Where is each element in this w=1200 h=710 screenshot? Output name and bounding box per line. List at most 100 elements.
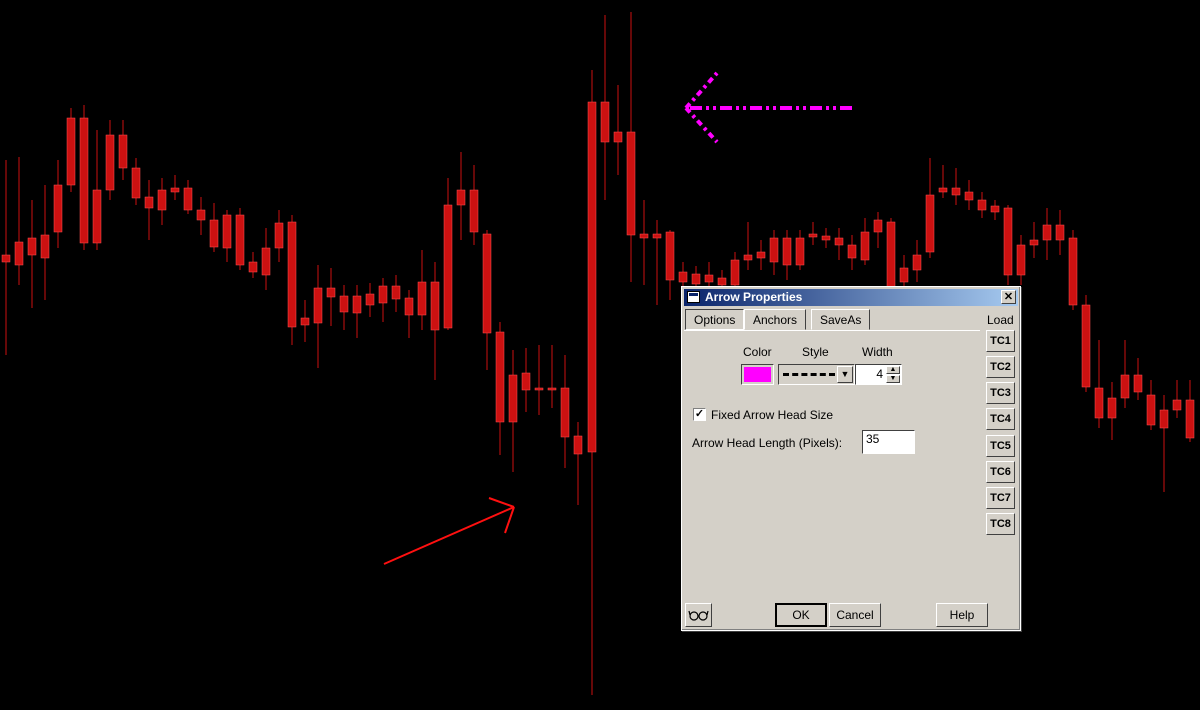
tab-saveas[interactable]: SaveAs [811, 309, 871, 330]
tc1-button[interactable]: TC1 [986, 330, 1015, 352]
candle [144, 180, 154, 240]
candle-body [521, 372, 531, 391]
candle [79, 105, 89, 250]
candle [222, 210, 232, 262]
candle-body [300, 317, 310, 326]
candle [469, 165, 479, 245]
candle [743, 222, 753, 270]
candle [27, 200, 37, 308]
spin-up-icon[interactable]: ▲ [886, 366, 900, 374]
candle-body [573, 435, 583, 455]
head-length-input[interactable]: 35 [862, 430, 915, 454]
candle-body [925, 194, 935, 253]
candle [456, 152, 466, 240]
style-dropdown[interactable]: ▼ [778, 364, 855, 385]
tab-anchors[interactable]: Anchors [744, 309, 807, 330]
candle [756, 240, 766, 270]
candle [66, 108, 76, 192]
candle-body [951, 187, 961, 196]
candle [248, 252, 258, 278]
candle-body [1172, 399, 1182, 411]
window-icon [687, 291, 700, 303]
candle [157, 178, 167, 225]
candle [274, 210, 284, 262]
candle [951, 168, 961, 205]
tab-options[interactable]: Options [685, 309, 745, 330]
help-button[interactable]: Help [936, 603, 988, 627]
spin-down-icon[interactable]: ▼ [886, 375, 900, 383]
candle-body [613, 131, 623, 143]
candle-body [131, 167, 141, 199]
tc7-button[interactable]: TC7 [986, 487, 1015, 509]
tc6-button[interactable]: TC6 [986, 461, 1015, 483]
candle-body [547, 387, 557, 391]
tc5-button[interactable]: TC5 [986, 435, 1015, 457]
candle-body [14, 241, 24, 266]
candle-body [600, 101, 610, 143]
width-label: Width [862, 345, 893, 359]
candle [795, 230, 805, 270]
candle [977, 192, 987, 218]
width-value: 4 [876, 367, 883, 381]
candle-body [1094, 387, 1104, 419]
candle-body [678, 271, 688, 283]
candle [131, 158, 141, 205]
candle [508, 350, 518, 472]
candle [1185, 380, 1195, 442]
candle [1107, 382, 1117, 440]
candle [365, 283, 375, 317]
candle [443, 178, 453, 330]
candle-body [1029, 239, 1039, 246]
magenta-arrow-drawing[interactable] [684, 71, 852, 144]
candle-body [795, 237, 805, 266]
dialog-title: Arrow Properties [705, 290, 803, 304]
candle-body [1159, 409, 1169, 429]
candle [196, 197, 206, 235]
candle-body [534, 387, 544, 391]
candle-body [456, 189, 466, 206]
ok-button[interactable]: OK [775, 603, 827, 627]
candle-body [443, 204, 453, 329]
candle [587, 70, 597, 695]
candle-body [834, 237, 844, 246]
candle-body [912, 254, 922, 271]
tc2-button[interactable]: TC2 [986, 356, 1015, 378]
candle [1029, 222, 1039, 258]
candle-body [183, 187, 193, 211]
tc4-button[interactable]: TC4 [986, 408, 1015, 430]
color-swatch [744, 367, 771, 382]
candle [1068, 230, 1078, 310]
candle [1172, 380, 1182, 418]
candle [860, 218, 870, 265]
candle [521, 348, 531, 412]
candle [92, 130, 102, 250]
tc8-button[interactable]: TC8 [986, 513, 1015, 535]
candle-body [248, 261, 258, 273]
candle [1016, 235, 1026, 285]
candle-body [1055, 224, 1065, 241]
candle-body [1185, 399, 1195, 439]
fixed-head-checkbox[interactable]: ✓ [693, 408, 706, 421]
candle [105, 120, 115, 200]
candle-body [417, 281, 427, 316]
candle [1120, 340, 1130, 408]
candle [547, 345, 557, 408]
candle [1, 160, 11, 355]
width-spinner[interactable]: 4 ▲ ▼ [855, 364, 902, 385]
candle-body [118, 134, 128, 169]
color-picker[interactable] [741, 364, 774, 385]
dash-dot-line-preview [783, 373, 835, 376]
candle [639, 200, 649, 285]
candle-body [79, 117, 89, 244]
glasses-button[interactable] [685, 603, 712, 627]
dialog-titlebar[interactable]: Arrow Properties ✕ [684, 289, 1018, 306]
candle [573, 422, 583, 505]
close-icon[interactable]: ✕ [1001, 290, 1016, 304]
red-arrow-drawing[interactable] [383, 497, 515, 565]
chevron-down-icon[interactable]: ▼ [837, 366, 853, 383]
glasses-icon [688, 610, 709, 621]
cancel-button[interactable]: Cancel [829, 603, 881, 627]
candle-body [274, 222, 284, 249]
tc3-button[interactable]: TC3 [986, 382, 1015, 404]
